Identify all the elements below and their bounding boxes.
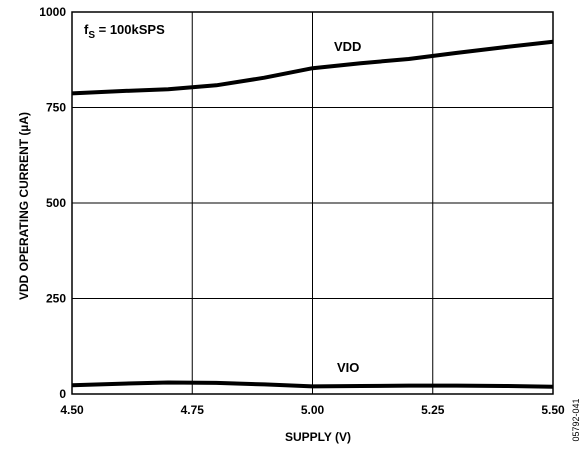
plot-frame bbox=[71, 11, 554, 395]
y-axis-title: VDD OPERATING CURRENT (µA) bbox=[17, 112, 31, 300]
series-label-vdd: VDD bbox=[334, 39, 361, 54]
y-tick-label: 0 bbox=[59, 387, 66, 401]
plot-border bbox=[71, 11, 554, 395]
y-tick-label: 500 bbox=[46, 196, 66, 210]
tick-labels: 4.50 4.75 5.00 5.25 5.50 0 250 500 750 1000 bbox=[39, 5, 565, 417]
y-tick-label: 750 bbox=[46, 101, 66, 115]
annotation-rest: = 100kSPS bbox=[95, 22, 165, 37]
x-tick-label: 5.25 bbox=[421, 403, 445, 417]
series-line-vio bbox=[71, 380, 554, 389]
x-tick-label: 4.75 bbox=[181, 403, 205, 417]
annotation-sub: S bbox=[88, 30, 95, 41]
x-tick-label: 5.00 bbox=[301, 403, 325, 417]
y-tick-label: 250 bbox=[46, 292, 66, 306]
y-tick-label: 1000 bbox=[39, 5, 66, 19]
series-line-vdd bbox=[71, 39, 554, 96]
sample-rate-annotation: fS = 100kSPS bbox=[84, 22, 165, 41]
figure-id: 05792-041 bbox=[571, 398, 581, 441]
x-tick-label: 4.50 bbox=[60, 403, 84, 417]
annotation-main: f bbox=[84, 22, 89, 37]
series-label-vio: VIO bbox=[337, 360, 359, 375]
x-tick-label: 5.50 bbox=[541, 403, 565, 417]
series-lines bbox=[71, 39, 554, 389]
x-axis-title: SUPPLY (V) bbox=[285, 430, 351, 444]
